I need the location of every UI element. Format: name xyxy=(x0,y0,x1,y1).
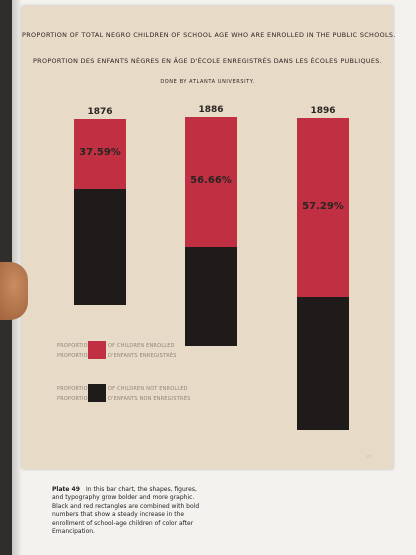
plate-title-french: PROPORTION DES ENFANTS NÈGRES EN ÂGE D'É… xyxy=(32,57,383,65)
legend-enrolled-left-en: PROPORTION xyxy=(57,343,92,349)
plate-sheet: PROPORTION OF TOTAL NEGRO CHILDREN OF SC… xyxy=(22,6,396,469)
legend-not-enrolled-right-fr: D'ENFANTS NON ENREGISTRÉS xyxy=(108,396,191,402)
legend-enrolled-right-en: OF CHILDREN ENROLLED xyxy=(108,343,175,349)
bar-enrolled-1886 xyxy=(185,117,237,247)
legend-enrolled-left-fr: PROPORTION xyxy=(57,353,92,359)
bar-not-enrolled-1886 xyxy=(185,247,237,346)
legend-not-enrolled-right: OF CHILDREN NOT ENROLLED D'ENFANTS NON E… xyxy=(108,384,190,404)
thumb xyxy=(0,262,28,320)
bar-enrolled-1896 xyxy=(297,118,349,297)
percent-label-1876: 37.59% xyxy=(79,147,121,158)
percent-label-1886: 56.66% xyxy=(190,175,232,186)
legend-not-enrolled-left: PROPORTION PROPORTION xyxy=(57,384,92,404)
year-label-1886: 1886 xyxy=(198,105,224,115)
year-label-1876: 1876 xyxy=(87,107,113,117)
bar-not-enrolled-1876 xyxy=(74,189,126,305)
bar-enrolled-1876 xyxy=(74,119,126,189)
caption-body: In this bar chart, the shapes, figures, … xyxy=(52,486,200,536)
legend-not-enrolled-left-fr: PROPORTION xyxy=(57,396,92,402)
caption-text: In this bar chart, the shapes, figures, … xyxy=(52,486,202,536)
archive-stamp: ▭ xyxy=(366,453,372,460)
legend-not-enrolled-swatch xyxy=(88,384,106,402)
legend-not-enrolled-left-en: PROPORTION xyxy=(57,386,92,392)
bar-not-enrolled-1896 xyxy=(297,297,349,430)
legend-not-enrolled-right-en: OF CHILDREN NOT ENROLLED xyxy=(108,386,188,392)
legend-enrolled-right: OF CHILDREN ENROLLED D'ENFANTS ENREGISTR… xyxy=(108,341,177,361)
plate-title-english: PROPORTION OF TOTAL NEGRO CHILDREN OF SC… xyxy=(22,31,396,39)
legend-enrolled-swatch xyxy=(88,341,106,359)
plate-credit: DONE BY ATLANTA UNIVERSITY. xyxy=(160,79,255,85)
legend-enrolled-right-fr: D'ENFANTS ENREGISTRÉS xyxy=(108,353,177,359)
year-label-1896: 1896 xyxy=(310,106,336,116)
percent-label-1896: 57.29% xyxy=(302,200,344,212)
legend-enrolled-left: PROPORTION PROPORTION xyxy=(57,341,92,361)
caption-label: Plate 49 xyxy=(52,486,80,493)
